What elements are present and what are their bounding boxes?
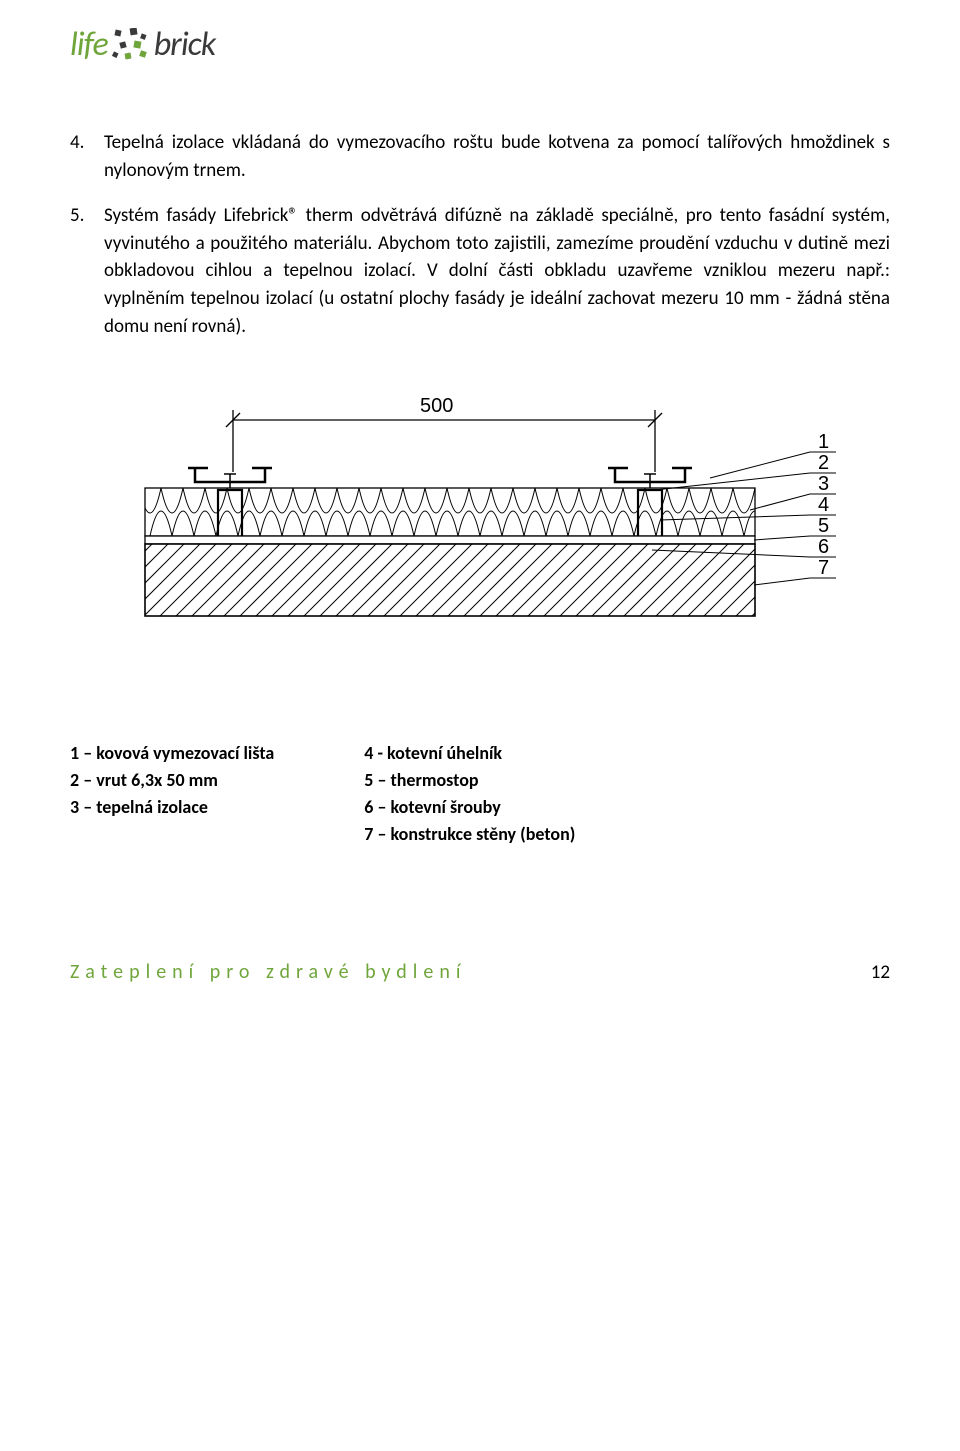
legend-item-5: 5 – thermostop xyxy=(364,767,575,794)
callout-7: 7 xyxy=(818,557,829,579)
callout-3: 3 xyxy=(818,473,829,495)
callout-2: 2 xyxy=(818,452,829,474)
callout-5: 5 xyxy=(818,515,829,537)
logo-squares-icon xyxy=(110,28,152,62)
brand-logo: life brick xyxy=(70,20,890,69)
callout-1: 1 xyxy=(818,431,829,453)
paragraph-4-text: Tepelná izolace vkládaná do vymezovacího… xyxy=(104,129,890,184)
legend: 1 – kovová vymezovací lišta 2 – vrut 6,3… xyxy=(70,740,890,848)
legend-item-4: 4 - kotevní úhelník xyxy=(364,740,575,767)
legend-left-col: 1 – kovová vymezovací lišta 2 – vrut 6,3… xyxy=(70,740,274,848)
legend-item-2: 2 – vrut 6,3x 50 mm xyxy=(70,767,274,794)
paragraph-4-number: 4. xyxy=(70,129,92,184)
paragraph-5: 5. Systém fasády Lifebrick® therm odvětr… xyxy=(70,202,890,340)
legend-item-3: 3 – tepelná izolace xyxy=(70,794,274,821)
callout-4: 4 xyxy=(818,494,829,516)
footer-page-number: 12 xyxy=(871,959,890,987)
logo-text-brick: brick xyxy=(154,20,216,69)
paragraph-5-number: 5. xyxy=(70,202,92,340)
dimension-label: 500 xyxy=(420,395,453,417)
section-diagram: 500 xyxy=(70,390,890,670)
legend-item-6: 6 – kotevní šrouby xyxy=(364,794,575,821)
page-footer: Zateplení pro zdravé bydlení 12 xyxy=(70,958,890,987)
footer-title: Zateplení pro zdravé bydlení xyxy=(70,958,466,987)
legend-item-7: 7 – konstrukce stěny (beton) xyxy=(364,821,575,848)
logo-text-life: life xyxy=(70,20,108,69)
callout-6: 6 xyxy=(818,536,829,558)
wall-section-diagram: 500 xyxy=(110,390,850,670)
paragraph-4: 4. Tepelná izolace vkládaná do vymezovac… xyxy=(70,129,890,184)
paragraph-5-text: Systém fasády Lifebrick® therm odvětrává… xyxy=(104,202,890,340)
legend-right-col: 4 - kotevní úhelník 5 – thermostop 6 – k… xyxy=(364,740,575,848)
legend-item-1: 1 – kovová vymezovací lišta xyxy=(70,740,274,767)
